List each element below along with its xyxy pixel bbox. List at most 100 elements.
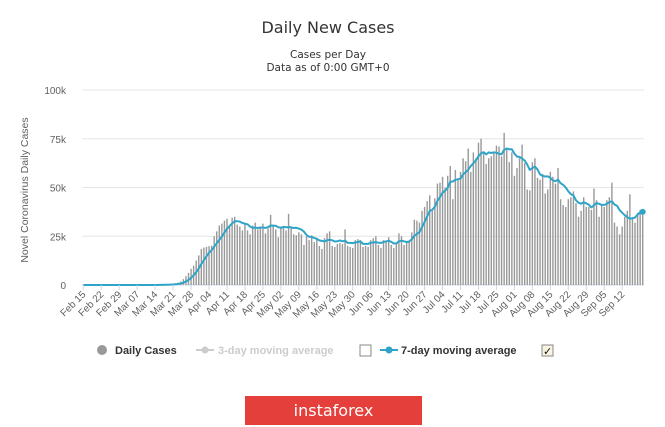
bar: [575, 203, 577, 285]
bar: [549, 171, 552, 285]
bar: [472, 152, 475, 285]
bar: [588, 207, 590, 285]
bar: [228, 226, 231, 285]
bar: [310, 235, 313, 285]
7-day-average-line: [83, 147, 643, 286]
bar: [423, 207, 426, 285]
bar: [500, 156, 503, 285]
bar: [403, 245, 405, 285]
y-tick-label: 25k: [50, 232, 67, 243]
bar: [249, 234, 251, 285]
bar: [439, 182, 441, 285]
bar: [444, 187, 446, 285]
bar: [364, 246, 367, 285]
bar: [431, 210, 433, 285]
bar: [426, 201, 428, 285]
bar: [341, 244, 344, 285]
bar: [328, 231, 331, 285]
bar: [251, 225, 254, 285]
bar: [436, 183, 439, 285]
bar: [359, 240, 362, 285]
bar: [516, 168, 518, 285]
bar: [629, 194, 631, 285]
bar: [387, 237, 390, 285]
bar: [526, 189, 528, 285]
bar: [490, 156, 493, 285]
bar: [213, 236, 215, 285]
bar: [477, 142, 480, 285]
y-tick-label: 100k: [44, 86, 67, 97]
legend-7day-checkbox[interactable]: [541, 344, 554, 357]
legend: Daily Cases 3-day moving average 7-day m…: [97, 344, 554, 358]
bar: [375, 236, 377, 285]
bars: [156, 132, 644, 285]
bar: [349, 246, 351, 285]
bar: [470, 171, 472, 285]
bar: [298, 232, 300, 285]
bar: [259, 226, 262, 285]
bar: [264, 233, 267, 285]
y-axis-label: Novel Coronavirus Daily Cases: [19, 117, 31, 262]
bar: [636, 212, 639, 285]
chart-subtitle-2: Data as of 0:00 GMT+0: [266, 62, 389, 74]
bar: [495, 145, 498, 285]
7-day-average-end-point: [639, 208, 646, 215]
bar: [511, 152, 513, 285]
bar: [326, 233, 328, 285]
legend-3day-checkbox[interactable]: [359, 344, 372, 357]
bar: [621, 226, 623, 285]
bar: [226, 218, 228, 285]
bar: [221, 223, 223, 285]
bar: [582, 197, 585, 285]
bar: [405, 243, 408, 285]
bar: [287, 213, 290, 285]
bar: [572, 191, 575, 285]
bar: [603, 207, 605, 285]
bar: [321, 248, 323, 285]
bar: [562, 205, 564, 285]
bar: [518, 158, 521, 285]
bar: [239, 226, 241, 285]
bar: [554, 183, 557, 285]
bar: [257, 229, 259, 285]
bar: [634, 222, 636, 285]
bar: [506, 148, 508, 285]
chart-subtitle-1: Cases per Day: [290, 49, 366, 61]
y-tick-label: 75k: [50, 135, 67, 146]
legend-item-7day-average[interactable]: 7-day moving average ✓: [380, 344, 554, 358]
bar: [418, 222, 421, 285]
bar: [223, 220, 226, 285]
bar: [272, 224, 274, 285]
bar: [429, 195, 431, 285]
bar: [408, 241, 410, 285]
legend-7day-marker: [385, 346, 393, 354]
bar: [293, 234, 295, 285]
legend-item-daily-cases[interactable]: Daily Cases: [97, 345, 177, 357]
y-tick-label: 50k: [50, 184, 67, 195]
bar: [362, 246, 364, 285]
bar: [462, 158, 464, 285]
bar: [411, 232, 413, 285]
legend-item-3day-average[interactable]: 3-day moving average: [196, 344, 372, 357]
bar: [467, 148, 469, 285]
y-tick-labels: 0 25k 50k 75k 100k: [44, 86, 67, 292]
bar: [631, 217, 634, 285]
bar: [241, 230, 244, 285]
bar: [434, 198, 436, 285]
legend-daily-cases-marker: [97, 345, 107, 355]
bar: [280, 226, 282, 285]
bar: [547, 189, 549, 285]
bar: [339, 243, 341, 285]
bar: [400, 236, 403, 285]
legend-3day-label: 3-day moving average: [218, 345, 334, 357]
bar: [482, 152, 485, 285]
bar: [539, 179, 541, 285]
bar: [567, 199, 570, 285]
bar: [446, 175, 449, 285]
bar: [598, 216, 600, 285]
bar: [352, 247, 354, 285]
bar: [559, 199, 562, 285]
bar: [593, 188, 595, 285]
